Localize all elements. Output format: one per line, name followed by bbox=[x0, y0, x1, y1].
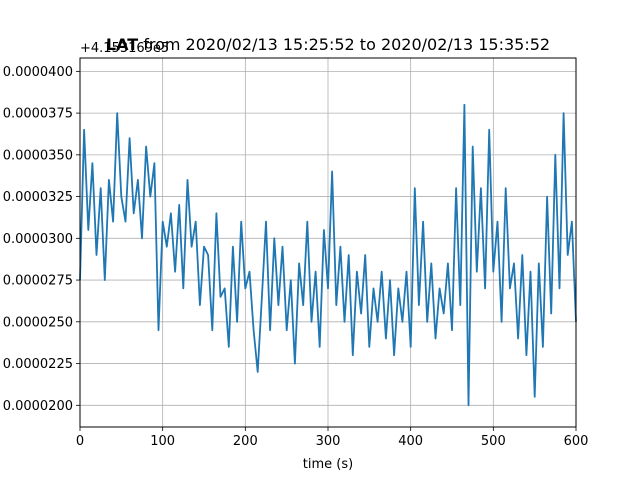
x-tick-label: 0 bbox=[76, 434, 84, 449]
title-bold: LAT bbox=[106, 35, 138, 54]
series-layer bbox=[79, 103, 577, 407]
y-tick-label: 0.0000350 bbox=[3, 148, 73, 163]
ticks: 0 100 200 300 400 500 600 0.0000200 0.0000225 0.0… bbox=[3, 65, 589, 449]
x-tick-label: 100 bbox=[150, 434, 175, 449]
x-tick-label: 500 bbox=[481, 434, 506, 449]
y-offset-label: +4.153169e5 bbox=[80, 41, 169, 56]
x-tick-label: 200 bbox=[233, 434, 258, 449]
y-tick-label: 0.0000200 bbox=[3, 399, 73, 414]
series-line bbox=[79, 103, 577, 407]
y-tick-label: 0.0000375 bbox=[3, 107, 73, 122]
y-tick-label: 0.0000300 bbox=[3, 232, 73, 247]
title-rest: from 2020/02/13 15:25:52 to 2020/02/13 1… bbox=[138, 35, 550, 54]
x-tick-label: 600 bbox=[564, 434, 589, 449]
chart-title: LAT from 2020/02/13 15:25:52 to 2020/02/… bbox=[106, 35, 550, 54]
x-tick-label: 300 bbox=[316, 434, 341, 449]
y-tick-label: 0.0000400 bbox=[3, 65, 73, 80]
y-tick-label: 0.0000325 bbox=[3, 190, 73, 205]
x-axis-label: time (s) bbox=[303, 457, 353, 472]
y-tick-label: 0.0000250 bbox=[3, 315, 73, 330]
y-tick-label: 0.0000225 bbox=[3, 357, 73, 372]
y-tick-label: 0.0000275 bbox=[3, 274, 73, 289]
x-tick-label: 400 bbox=[398, 434, 423, 449]
